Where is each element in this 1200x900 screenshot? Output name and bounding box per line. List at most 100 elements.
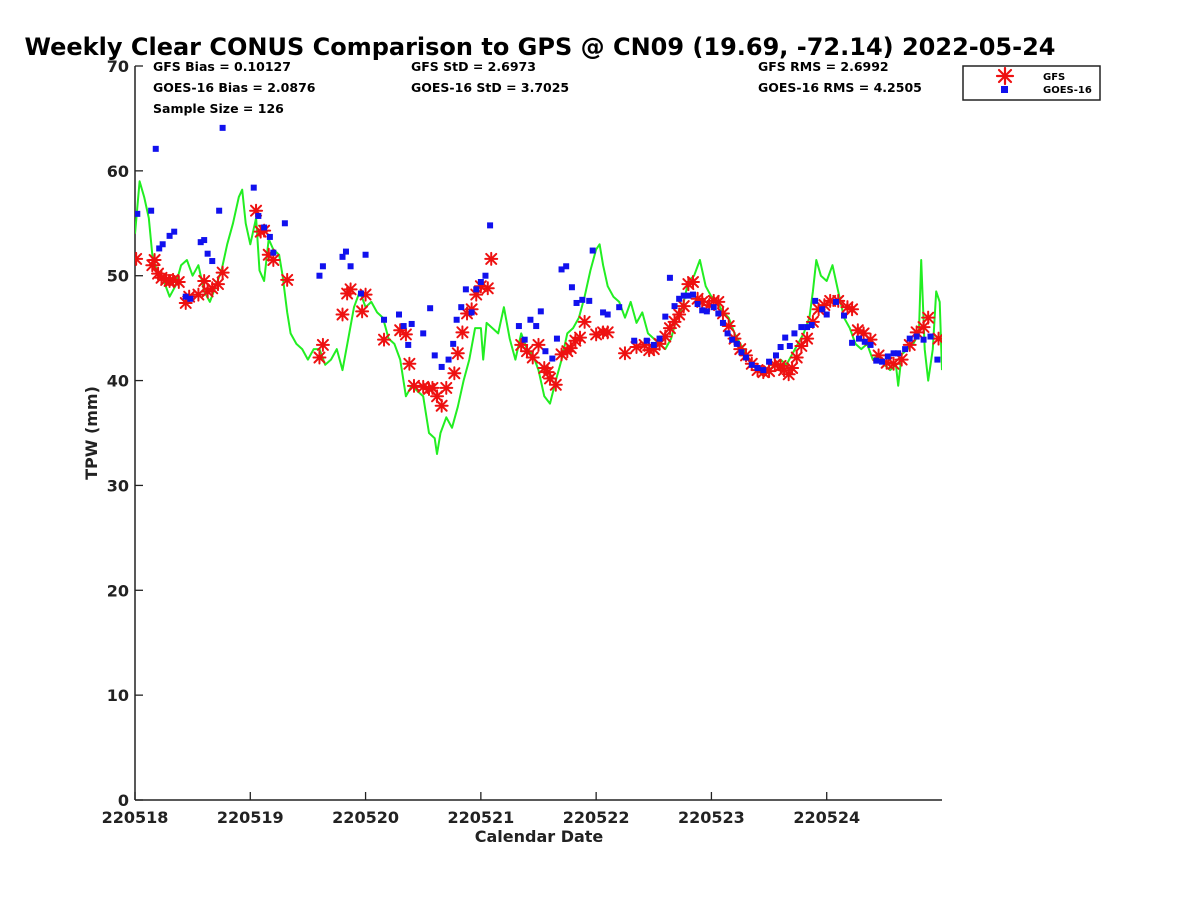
- gfs-point: [685, 275, 700, 290]
- goes16-point: [666, 274, 673, 281]
- gfs-point: [406, 378, 421, 393]
- goes16-point: [710, 304, 717, 311]
- gfs-point: [280, 272, 295, 287]
- gfs-point: [434, 398, 449, 413]
- y-tick-label: 50: [107, 267, 129, 286]
- goes16-point: [631, 337, 638, 344]
- goes16-point: [166, 232, 173, 239]
- goes16-point: [890, 350, 897, 357]
- gfs-point: [416, 379, 431, 394]
- goes16-point: [841, 312, 848, 319]
- goes16-point: [782, 334, 789, 341]
- goes16-point: [527, 316, 534, 323]
- goes16-point: [689, 291, 696, 298]
- gfs-point: [805, 314, 820, 329]
- gfs-point: [531, 337, 546, 352]
- goes16-point: [685, 292, 692, 299]
- goes-bias-text: GOES-16 Bias = 2.0876: [153, 80, 316, 95]
- gfs-point: [266, 252, 281, 267]
- gfs-point: [577, 314, 592, 329]
- goes16-point: [521, 336, 528, 343]
- goes16-point: [643, 337, 650, 344]
- goes16-point: [316, 272, 323, 279]
- gfs-point: [845, 302, 860, 317]
- goes16-point: [477, 279, 484, 286]
- goes16-point: [616, 304, 623, 311]
- goes16-point: [579, 296, 586, 303]
- goes16-point: [405, 341, 412, 348]
- gfs-point: [402, 356, 417, 371]
- gfs-point: [789, 350, 804, 365]
- goes16-point: [573, 299, 580, 306]
- gfs-point: [785, 360, 800, 375]
- chart-title: Weekly Clear CONUS Comparison to GPS @ C…: [25, 33, 1056, 61]
- gfs-point: [480, 281, 495, 296]
- goes16-point: [255, 212, 262, 219]
- goes16-point: [895, 350, 902, 357]
- x-tick-label: 220520: [332, 808, 399, 827]
- x-axis-label: Calendar Date: [475, 827, 604, 846]
- goes16-point: [209, 258, 216, 265]
- x-tick-label: 220519: [217, 808, 284, 827]
- goes16-point: [671, 303, 678, 310]
- x-tick-label: 220523: [678, 808, 745, 827]
- gfs-point: [211, 277, 226, 292]
- legend-label-gfs: GFS: [1043, 72, 1065, 83]
- goes16-point: [927, 333, 934, 340]
- gfs-point: [447, 366, 462, 381]
- goes16-point: [396, 311, 403, 318]
- x-tick-label: 220518: [102, 808, 169, 827]
- goes16-point: [798, 324, 805, 331]
- goes16-point: [733, 340, 740, 347]
- goes16-point: [867, 341, 874, 348]
- goes16-point: [812, 297, 819, 304]
- y-tick-label: 30: [107, 476, 129, 495]
- goes16-point: [219, 124, 226, 131]
- gfs-point: [676, 299, 691, 314]
- gfs-point: [600, 325, 615, 340]
- goes16-point: [468, 309, 475, 316]
- goes16-point: [766, 358, 773, 365]
- gfs-point: [519, 344, 534, 359]
- goes16-point: [694, 301, 701, 308]
- goes16-point: [342, 248, 349, 255]
- goes16-point: [553, 335, 560, 342]
- goes16-point: [537, 308, 544, 315]
- goes16-point: [438, 363, 445, 370]
- goes16-point: [777, 344, 784, 351]
- goes16-point: [589, 247, 596, 254]
- gfs-point: [800, 331, 815, 346]
- goes16-point: [427, 305, 434, 312]
- goes16-point: [319, 263, 326, 270]
- goes16-point: [586, 297, 593, 304]
- gfs-point: [455, 325, 470, 340]
- gfs-point: [931, 331, 942, 346]
- goes16-point: [400, 323, 407, 330]
- goes16-point: [861, 338, 868, 345]
- goes16-point: [458, 304, 465, 311]
- gfs-point: [439, 380, 454, 395]
- y-tick-label: 0: [118, 791, 129, 810]
- y-tick-label: 70: [107, 57, 129, 76]
- goes16-point: [703, 308, 710, 315]
- goes16-point: [250, 184, 257, 191]
- goes16-point: [676, 295, 683, 302]
- goes16-point: [902, 346, 909, 353]
- goes16-point: [934, 356, 941, 363]
- gfs-point: [543, 371, 558, 386]
- goes16-point: [135, 210, 141, 217]
- gfs-point: [312, 350, 327, 365]
- gfs-point: [147, 252, 162, 267]
- goes16-point: [515, 323, 522, 330]
- gfs-point: [343, 282, 358, 297]
- goes16-point: [743, 354, 750, 361]
- gfs-point: [794, 338, 809, 353]
- goes16-point: [729, 336, 736, 343]
- goes16-point: [450, 340, 457, 347]
- gfs-point: [573, 330, 588, 345]
- goes16-point: [216, 207, 223, 214]
- goes16-point: [849, 339, 856, 346]
- gfs-point: [450, 346, 465, 361]
- goes16-point: [347, 263, 354, 270]
